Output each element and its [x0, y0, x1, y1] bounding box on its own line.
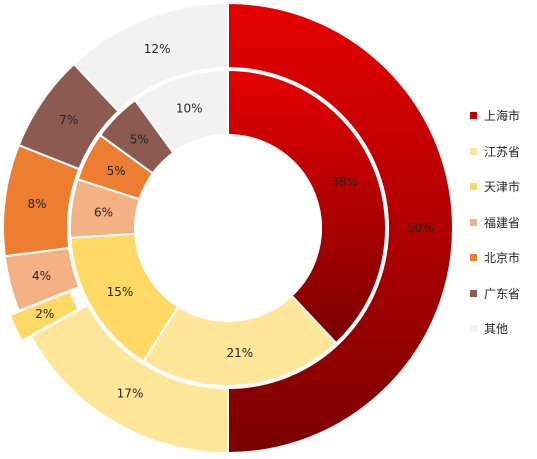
legend-label: 福建省 [484, 215, 521, 230]
slice-labels: 50% 17% 2% 4% 8% 7% 12% 38% 21% 15% 6% 5% 5% 10% [27, 42, 433, 401]
legend-item-tianjin[interactable]: 天津市 [470, 169, 537, 205]
inner-ring [69, 68, 387, 387]
outer-slice-shanghai[interactable] [227, 1, 454, 455]
legend-swatch [470, 112, 477, 120]
legend-label: 北京市 [484, 251, 521, 266]
legend-item-guangdong[interactable]: 广东省 [470, 276, 537, 312]
outer-label-jiangsu: 17% [117, 387, 144, 401]
inner-label-other: 10% [176, 102, 203, 116]
legend-item-jiangsu[interactable]: 江苏省 [470, 134, 537, 170]
inner-label-tianjin: 15% [107, 285, 134, 299]
legend-swatch [470, 183, 477, 191]
legend-swatch [470, 218, 477, 226]
legend: 上海市 江苏省 天津市 福建省 北京市 广东省 其他 [470, 98, 537, 347]
inner-label-jiangsu: 21% [226, 346, 253, 360]
outer-label-other: 12% [144, 42, 171, 56]
inner-slice-shanghai[interactable] [227, 68, 387, 345]
legend-label: 广东省 [484, 286, 521, 301]
legend-item-fujian[interactable]: 福建省 [470, 205, 537, 241]
outer-slice-other[interactable] [72, 1, 229, 113]
legend-label: 天津市 [484, 180, 521, 195]
outer-label-fujian: 4% [32, 269, 51, 283]
legend-swatch [470, 254, 477, 262]
legend-label: 其他 [484, 322, 509, 337]
legend-swatch [470, 325, 477, 333]
outer-ring [2, 1, 454, 455]
legend-item-other[interactable]: 其他 [470, 311, 537, 347]
inner-label-shanghai: 38% [331, 175, 358, 189]
inner-label-guangdong: 5% [130, 132, 149, 146]
legend-swatch [470, 147, 477, 155]
legend-label: 上海市 [484, 109, 521, 124]
outer-label-guangdong: 7% [59, 113, 78, 127]
legend-label: 江苏省 [484, 144, 521, 159]
outer-label-shanghai: 50% [407, 221, 434, 235]
inner-label-fujian: 6% [94, 205, 113, 219]
double-donut-chart: 50% 17% 2% 4% 8% 7% 12% 38% 21% 15% 6% 5% 5% 10% [2, 1, 454, 455]
outer-label-tianjin: 2% [35, 307, 54, 321]
inner-label-beijing: 5% [107, 164, 126, 178]
legend-item-shanghai[interactable]: 上海市 [470, 98, 537, 134]
inner-slice-other[interactable] [133, 68, 229, 155]
legend-item-beijing[interactable]: 北京市 [470, 240, 537, 276]
outer-label-beijing: 8% [27, 197, 46, 211]
legend-swatch [470, 289, 477, 297]
